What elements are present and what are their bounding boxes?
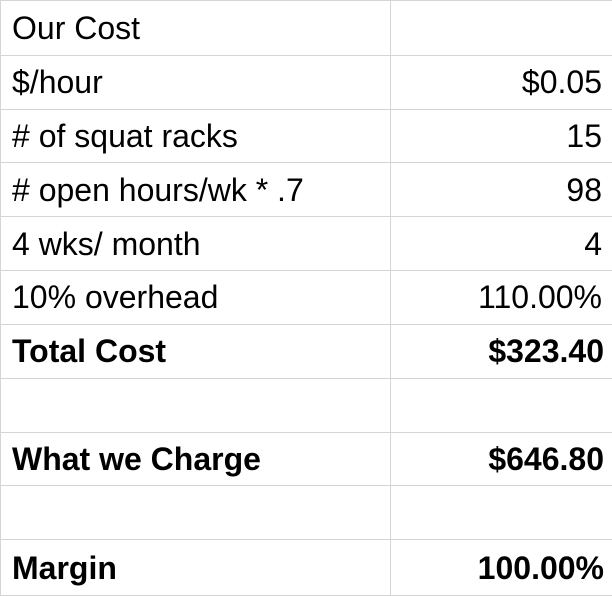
cell-label-total-cost[interactable]: Total Cost: [0, 323, 391, 379]
cell-value-our-cost[interactable]: [390, 0, 612, 56]
row-total-cost: Total Cost $323.40: [0, 323, 612, 379]
row-what-we-charge: What we Charge $646.80: [0, 431, 612, 487]
cell-label-our-cost[interactable]: Our Cost: [0, 0, 391, 56]
cell-value-overhead[interactable]: 110.00%: [390, 270, 612, 325]
cell-label-squat-racks[interactable]: # of squat racks: [0, 108, 391, 164]
row-squat-racks: # of squat racks 15: [0, 108, 612, 164]
row-weeks-per-month: 4 wks/ month 4: [0, 216, 612, 272]
row-our-cost: Our Cost: [0, 0, 612, 56]
cell-empty-value-2[interactable]: [390, 485, 612, 541]
row-overhead: 10% overhead 110.00%: [0, 270, 612, 325]
row-empty-2: [0, 485, 612, 541]
cell-value-total-cost[interactable]: $323.40: [390, 323, 612, 379]
cell-empty-label-1[interactable]: [0, 377, 391, 433]
row-open-hours: # open hours/wk * .7 98: [0, 162, 612, 218]
cell-value-margin[interactable]: 100.00%: [390, 539, 612, 596]
cell-empty-value-1[interactable]: [390, 377, 612, 433]
cell-label-overhead[interactable]: 10% overhead: [0, 270, 391, 325]
cell-label-weeks-per-month[interactable]: 4 wks/ month: [0, 216, 391, 272]
cell-value-dollars-per-hour[interactable]: $0.05: [390, 54, 612, 110]
cell-label-what-we-charge[interactable]: What we Charge: [0, 431, 391, 487]
row-empty-1: [0, 377, 612, 433]
row-dollars-per-hour: $/hour $0.05: [0, 54, 612, 110]
row-margin: Margin 100.00%: [0, 539, 612, 596]
cell-empty-label-2[interactable]: [0, 485, 391, 541]
cell-value-what-we-charge[interactable]: $646.80: [390, 431, 612, 487]
cell-value-open-hours[interactable]: 98: [390, 162, 612, 218]
cell-value-weeks-per-month[interactable]: 4: [390, 216, 612, 272]
cell-label-margin[interactable]: Margin: [0, 539, 391, 596]
cell-label-open-hours[interactable]: # open hours/wk * .7: [0, 162, 391, 218]
cell-value-squat-racks[interactable]: 15: [390, 108, 612, 164]
cell-label-dollars-per-hour[interactable]: $/hour: [0, 54, 391, 110]
